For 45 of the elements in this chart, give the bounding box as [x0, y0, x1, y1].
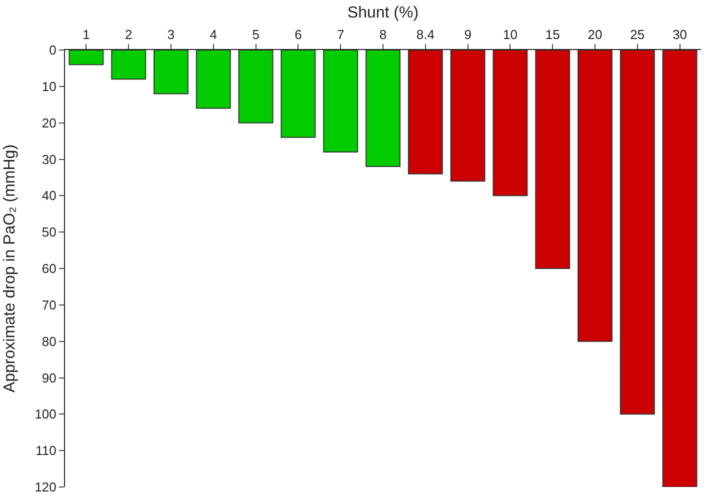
x-tick-label: 15 [545, 26, 560, 42]
y-tick-label: 10 [42, 78, 56, 94]
bar [450, 50, 486, 182]
x-tick-label: 1 [82, 26, 90, 42]
x-tick-label: 9 [464, 26, 472, 42]
y-tick-label: 100 [34, 406, 56, 422]
bar [366, 50, 400, 168]
bar [492, 50, 528, 196]
y-tick-label: 80 [42, 334, 56, 349]
y-tick-label: 70 [42, 297, 56, 312]
y-tick-label: 30 [42, 152, 56, 167]
x-tick-label: 5 [252, 26, 260, 42]
bar [154, 50, 188, 94]
y-tick-label: 0 [49, 42, 56, 58]
y-tick-label: 40 [42, 188, 56, 204]
bar [323, 50, 358, 152]
bar [111, 50, 146, 80]
bar [620, 50, 655, 415]
bar [408, 50, 443, 174]
x-tick-label: 8.4 [416, 26, 434, 42]
x-tick-label: 20 [588, 26, 602, 42]
bar [662, 50, 698, 487]
x-tick-label: 4 [210, 26, 218, 42]
x-axis-title: Shunt (%) [347, 4, 419, 22]
x-tick-label: 2 [124, 26, 132, 42]
y-tick-label: 20 [42, 115, 56, 130]
x-tick-label: 10 [502, 26, 518, 42]
bar [238, 50, 274, 124]
y-tick-label: 60 [42, 261, 56, 276]
bar [68, 50, 104, 66]
bar [196, 50, 231, 109]
x-tick-label: 30 [672, 26, 688, 42]
x-tick-label: 8 [379, 26, 387, 42]
y-tick-label: 90 [42, 370, 56, 386]
bar [578, 50, 612, 342]
y-tick-label: 110 [36, 443, 56, 458]
x-tick-label: 6 [294, 26, 302, 42]
bar [280, 50, 316, 138]
x-tick-label: 7 [336, 26, 344, 42]
y-tick-label: 50 [42, 224, 56, 240]
y-tick-label: 120 [34, 480, 56, 495]
x-tick-label: 25 [630, 26, 645, 42]
x-tick-label: 3 [167, 26, 175, 42]
bar [535, 50, 570, 269]
y-axis-title: Approximate drop in PaO₂ (mmHg) [2, 144, 19, 393]
